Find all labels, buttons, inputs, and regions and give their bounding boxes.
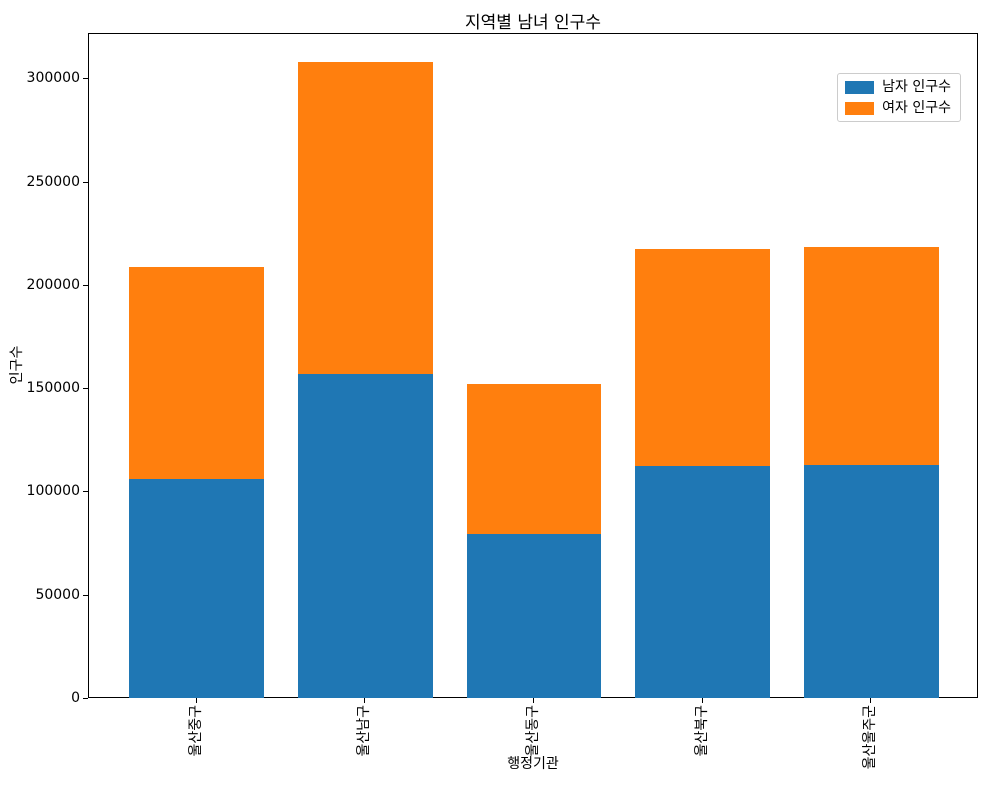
bar-segment-male (129, 479, 265, 698)
x-tick-label: 울산북구 (693, 705, 710, 757)
bar-segment-female (803, 246, 939, 465)
legend-row: 남자 인구수 (845, 79, 951, 95)
legend-swatch (845, 101, 875, 115)
y-tick-mark (83, 594, 88, 596)
x-tick-mark (701, 698, 703, 703)
x-tick-mark (364, 698, 366, 703)
bar-segment-male (635, 465, 770, 698)
y-tick-label: 0 (71, 690, 80, 706)
legend-swatch (845, 80, 875, 94)
legend-row: 여자 인구수 (845, 100, 951, 116)
y-tick-mark (83, 388, 88, 390)
bar-segment-male (298, 373, 433, 698)
x-tick-mark (195, 698, 197, 703)
x-tick-mark (533, 698, 534, 703)
x-axis-label: 행정기관 (507, 756, 559, 772)
y-tick-mark (83, 491, 88, 493)
y-tick-mark (83, 284, 88, 286)
y-tick-label: 200000 (26, 276, 80, 293)
y-tick-label: 300000 (26, 70, 80, 87)
y-tick-label: 100000 (26, 483, 80, 500)
bar-segment-male (466, 533, 602, 698)
x-tick-label: 울산울주군 (862, 705, 879, 770)
y-tick-label: 250000 (26, 173, 80, 190)
y-tick-label: 150000 (26, 380, 80, 397)
bar-segment-female (635, 248, 770, 466)
y-axis-label: 인구수 (9, 345, 25, 385)
bar-segment-female (129, 267, 265, 480)
x-tick-mark (870, 698, 872, 703)
chart-title: 지역별 남녀 인구수 (465, 13, 601, 33)
plot-area: 남자 인구수 여자 인구수 (88, 33, 978, 698)
y-tick-mark (83, 698, 88, 699)
y-tick-mark (83, 78, 88, 80)
bar-segment-male (803, 464, 939, 698)
x-tick-label: 울산동구 (525, 705, 541, 757)
x-tick-label: 울산남구 (356, 705, 373, 757)
legend-label: 여자 인구수 (882, 100, 951, 116)
legend-label: 남자 인구수 (882, 79, 951, 95)
bar-segment-female (298, 61, 433, 374)
y-tick-label: 50000 (35, 586, 80, 603)
bar-segment-female (466, 384, 602, 534)
y-tick-mark (83, 181, 88, 183)
x-tick-label: 울산중구 (187, 705, 204, 757)
legend: 남자 인구수 여자 인구수 (837, 73, 961, 122)
